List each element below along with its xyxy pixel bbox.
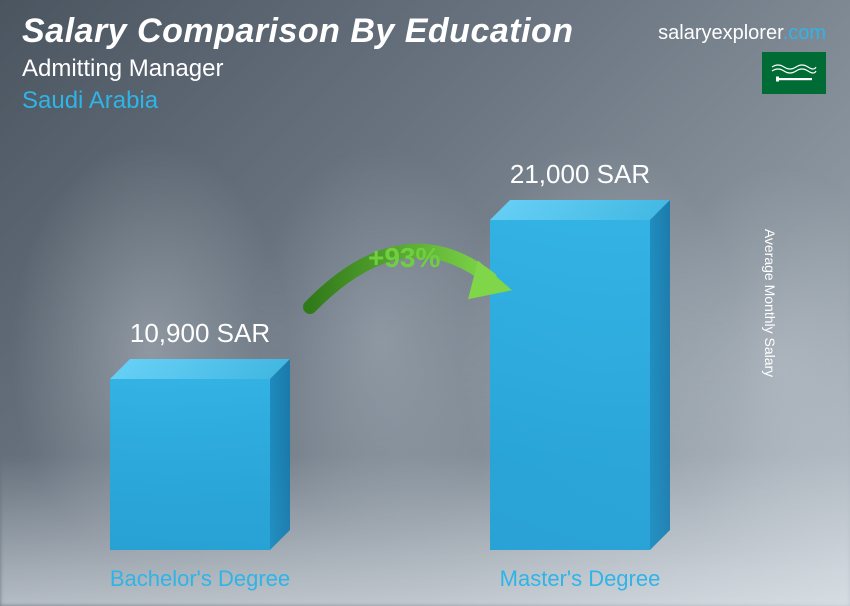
brand-suffix: .com [783, 22, 826, 44]
bar-value: 21,000 SAR [450, 159, 710, 190]
country-flag-icon [762, 52, 826, 94]
bar-top [110, 359, 290, 379]
bar-side [270, 359, 290, 550]
bar-label: Bachelor's Degree [70, 566, 330, 592]
brand-logo: salaryexplorer.com [658, 22, 826, 45]
brand-name: salaryexplorer [658, 22, 783, 44]
bar-side [650, 200, 670, 550]
bar-front [490, 220, 650, 550]
job-title: Admitting Manager [22, 55, 828, 83]
bar-chart: 10,900 SARBachelor's Degree21,000 SARMas… [0, 140, 810, 550]
bar-value: 10,900 SAR [70, 318, 330, 349]
increase-percent: +93% [368, 242, 440, 274]
bar-label: Master's Degree [450, 566, 710, 592]
bar-top [490, 200, 670, 220]
bar-front [110, 379, 270, 550]
country-name: Saudi Arabia [22, 87, 828, 115]
